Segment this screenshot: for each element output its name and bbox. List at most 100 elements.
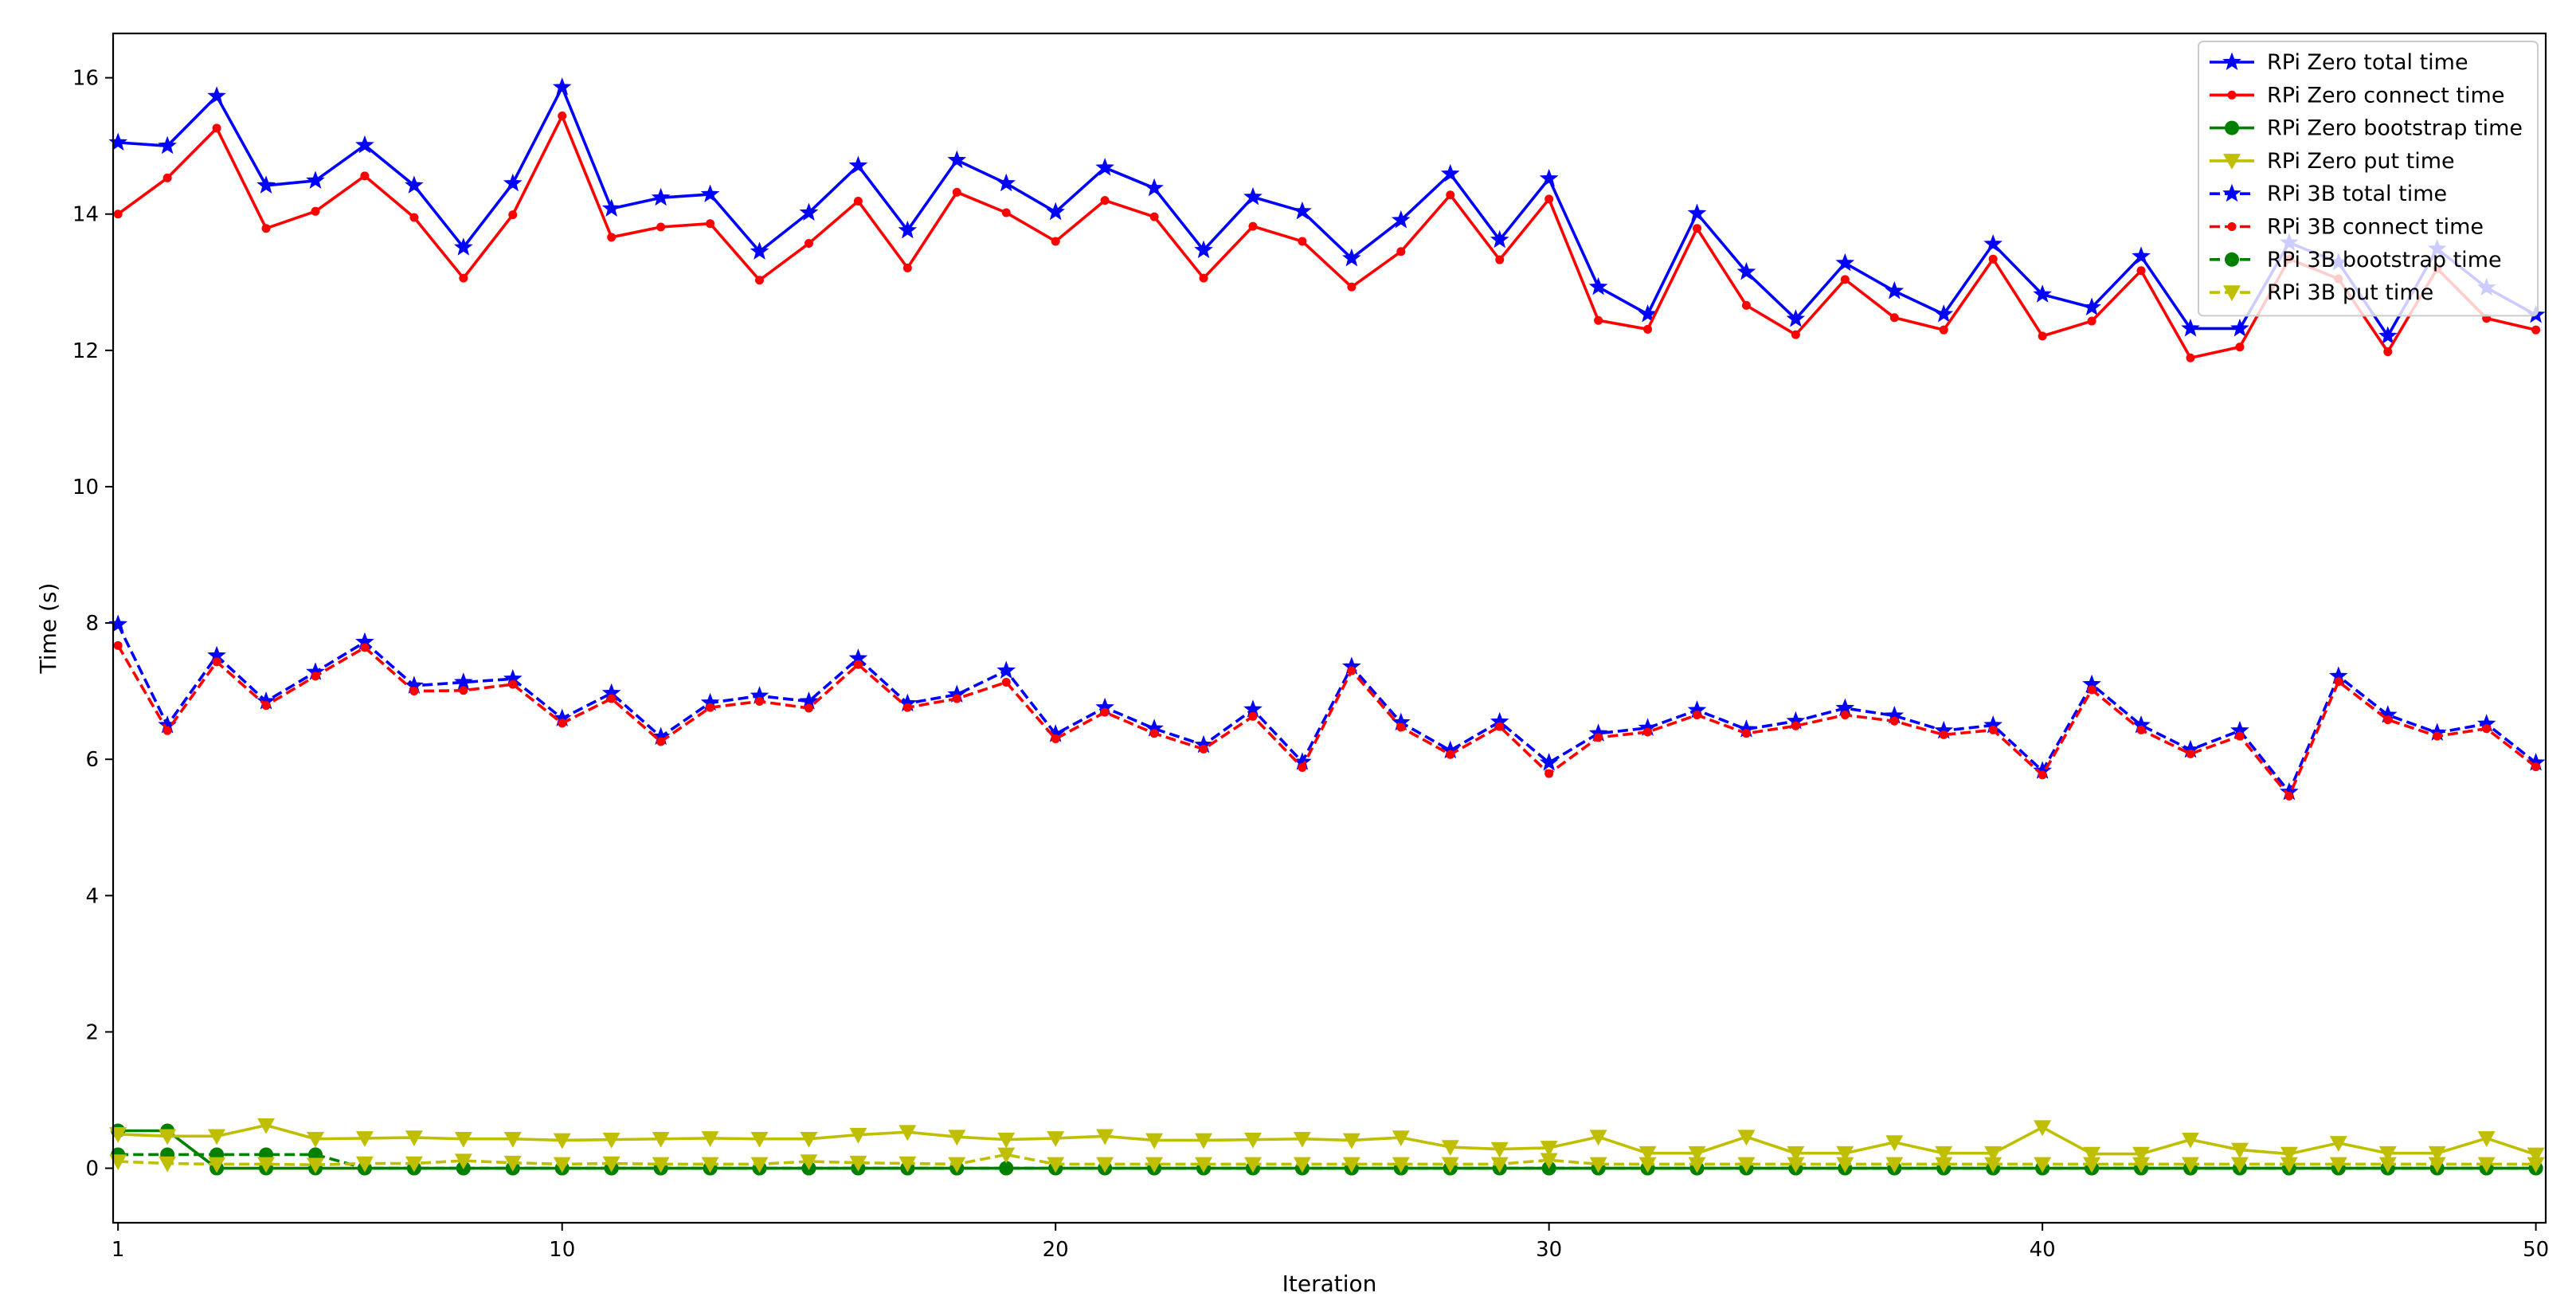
- data-point: [701, 1131, 719, 1147]
- data-point: [1589, 1130, 1607, 1146]
- data-point: [1490, 1141, 1509, 1158]
- data-point: [108, 132, 128, 151]
- data-point: [1791, 330, 1800, 339]
- data-point: [1693, 224, 1702, 233]
- data-point: [306, 170, 325, 189]
- data-point: [1490, 229, 1509, 249]
- data-point: [1347, 282, 1357, 292]
- data-point: [800, 1131, 818, 1148]
- data-point: [2034, 1157, 2052, 1173]
- data-point: [1096, 1157, 1114, 1173]
- data-point: [355, 1156, 374, 1173]
- data-point: [1293, 201, 1312, 220]
- data-point: [162, 173, 172, 182]
- plot-frame: [112, 32, 2547, 1224]
- data-point: [1594, 733, 1603, 742]
- data-point: [1396, 722, 1406, 732]
- data-point: [2181, 1132, 2199, 1149]
- data-point: [1836, 1157, 1854, 1173]
- series-line: [116, 623, 2537, 794]
- data-point: [1046, 202, 1066, 221]
- data-point: [996, 173, 1016, 192]
- data-point: [1440, 163, 1460, 182]
- data-point: [2132, 1157, 2151, 1173]
- data-point: [999, 1161, 1014, 1176]
- data-point: [1885, 1135, 1904, 1152]
- data-point: [849, 1155, 867, 1172]
- data-point: [1149, 212, 1159, 221]
- data-point: [1540, 1153, 1558, 1169]
- data-point: [159, 1156, 177, 1173]
- data-point: [898, 1125, 917, 1141]
- data-point: [503, 1155, 522, 1172]
- data-point: [1243, 186, 1263, 206]
- data-point: [2230, 1142, 2249, 1159]
- data-point: [355, 135, 374, 154]
- data-point: [1885, 1157, 1904, 1173]
- data-point: [553, 1133, 571, 1149]
- data-point: [2087, 685, 2096, 695]
- data-point: [1293, 1157, 1311, 1173]
- data-point: [1495, 255, 1505, 264]
- data-point: [1643, 324, 1653, 334]
- data-point: [2383, 347, 2393, 357]
- data-point: [2087, 316, 2096, 326]
- data-point: [1737, 1157, 1756, 1173]
- data-point: [2235, 731, 2245, 741]
- data-point: [2531, 325, 2541, 335]
- data-point: [1840, 275, 1850, 284]
- legend: RPi Zero total time RPi Zero connect time…: [2198, 41, 2539, 317]
- data-point: [1539, 753, 1559, 771]
- data-point: [2531, 762, 2541, 772]
- data-point: [2378, 1157, 2397, 1173]
- data-point: [1051, 734, 1060, 744]
- axis-ticks: 1 10 20 30 40 50 0 2 4 6 8 10 12 14 16: [72, 67, 2549, 1262]
- data-point: [952, 694, 961, 703]
- legend-label: RPi Zero connect time: [2267, 83, 2504, 108]
- data-point: [1392, 1130, 1410, 1147]
- y-tick-label: 8: [85, 612, 99, 636]
- legend-item: RPi Zero bootstrap time: [2210, 116, 2523, 141]
- legend-label: RPi Zero bootstrap time: [2267, 116, 2523, 141]
- data-point: [1693, 711, 1702, 720]
- series-line: [118, 1123, 2537, 1157]
- x-tick-label: 40: [2030, 1238, 2056, 1262]
- data-point: [1934, 304, 1954, 323]
- data-point: [256, 175, 276, 194]
- data-point: [902, 703, 912, 712]
- x-axis-label: Iteration: [1282, 1271, 1377, 1297]
- data-point: [1047, 1131, 1065, 1147]
- legend-marker: [2227, 90, 2237, 100]
- legend-item: RPi Zero connect time: [2210, 83, 2504, 108]
- data-point: [454, 1153, 472, 1170]
- legend-marker: [2225, 120, 2239, 135]
- data-point: [459, 686, 468, 695]
- data-point: [1199, 273, 1208, 283]
- data-point: [602, 1132, 621, 1149]
- data-point: [853, 196, 863, 206]
- data-point: [947, 150, 967, 169]
- x-tick-label: 50: [2523, 1238, 2549, 1262]
- data-point: [261, 701, 271, 711]
- data-point: [1396, 247, 1406, 256]
- data-point: [1051, 237, 1060, 246]
- series-line: [118, 1153, 2536, 1167]
- legend-label: RPi Zero total time: [2267, 50, 2468, 75]
- data-point: [2284, 791, 2294, 801]
- data-point: [2181, 1157, 2199, 1173]
- data-point: [1248, 711, 1258, 721]
- data-point: [1687, 203, 1707, 221]
- data-point: [1495, 722, 1505, 731]
- data-point: [2136, 266, 2146, 276]
- data-point: [212, 657, 221, 667]
- data-point: [1594, 315, 1603, 325]
- data-point: [706, 219, 715, 229]
- data-point: [257, 1118, 276, 1134]
- data-point: [1096, 1129, 1114, 1145]
- legend-label: RPi 3B connect time: [2267, 215, 2484, 240]
- series-line: [116, 644, 2537, 798]
- data-point: [208, 1129, 226, 1145]
- data-point: [1347, 666, 1357, 675]
- y-axis-label: Time (s): [35, 583, 61, 675]
- data-point: [1939, 325, 1948, 335]
